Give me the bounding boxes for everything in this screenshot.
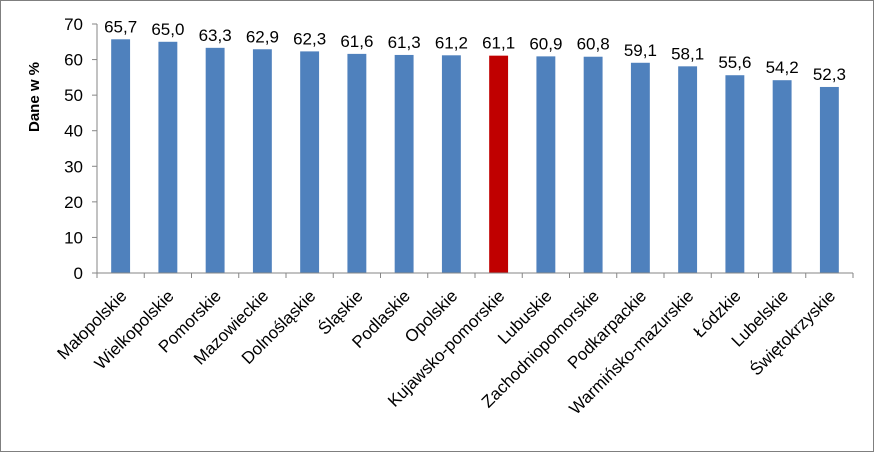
bar-13 [725,75,745,273]
bar-14 [772,80,792,274]
y-tick-label: 0 [74,264,83,283]
data-label: 58,1 [671,44,704,63]
bar-11 [630,62,650,273]
bars [111,39,839,274]
bar-9 [536,56,556,274]
data-label: 54,2 [766,58,799,77]
bar-5 [347,53,367,273]
data-label: 52,3 [813,65,846,84]
data-label: 60,9 [529,34,562,53]
data-label: 65,7 [104,17,137,36]
data-label: 61,6 [340,32,373,51]
bar-2 [205,47,225,273]
axes [96,24,853,274]
bar-4 [300,51,320,273]
data-label: 62,3 [293,29,326,48]
data-label: 55,6 [718,53,751,72]
data-label: 59,1 [624,41,657,60]
y-tick-label: 20 [64,193,83,212]
data-label: 62,9 [246,27,279,46]
bar-12 [678,66,698,273]
data-label: 60,8 [577,35,610,54]
bar-15 [819,86,839,273]
x-tick-label: Świętokrzyskie [746,286,839,379]
data-label: 61,2 [435,33,468,52]
data-label: 65,0 [151,20,184,39]
y-tick-label: 50 [64,86,83,105]
bar-8 [489,55,509,274]
bar-7 [441,55,461,273]
bar-10 [583,56,603,274]
y-tick-label: 40 [64,122,83,141]
y-axis-label: Dane w % [26,62,43,132]
bar-6 [394,54,414,273]
y-tick-label: 30 [64,157,83,176]
y-axis-ticks: 0 10 20 30 40 50 60 70 [64,15,97,283]
data-labels: 65,7 65,0 63,3 62,9 62,3 61,6 61,3 61,2 61,1 60,9… [104,17,846,84]
bar-3 [252,49,272,274]
bar-1 [158,41,178,274]
bar-0 [111,39,131,273]
y-tick-label: 70 [64,15,83,34]
data-label: 61,1 [482,34,515,53]
data-label: 63,3 [199,26,232,45]
y-tick-label: 10 [64,228,83,247]
data-label: 61,3 [388,33,421,52]
y-tick-label: 60 [64,51,83,70]
x-axis-ticks: MałopolskieWielkopolskiePomorskieMazowie… [54,273,854,418]
